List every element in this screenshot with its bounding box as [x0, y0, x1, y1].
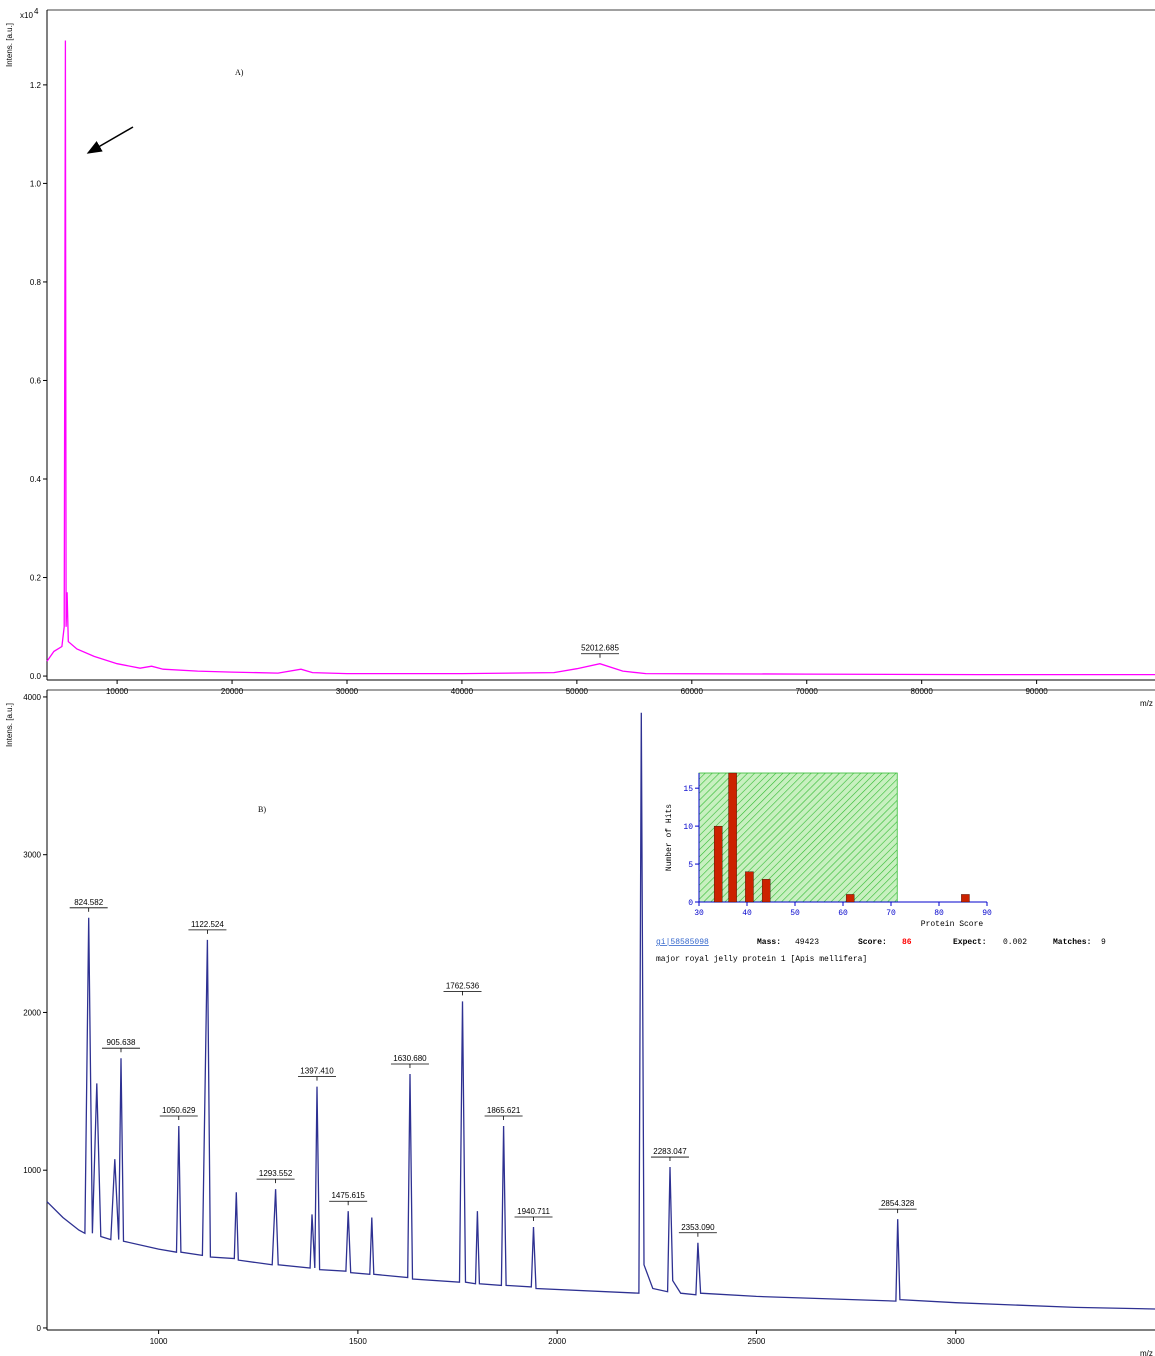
x-tick-label: 3000	[947, 1337, 965, 1346]
x-tick-label: 2000	[548, 1337, 566, 1346]
hit-value: 49423	[795, 938, 819, 947]
y-tick-label: 15	[683, 785, 693, 794]
y-axis-label: Number of Hits	[665, 804, 674, 871]
peak-label: 1122.524	[191, 920, 224, 929]
bar	[961, 894, 970, 903]
y-tick-label: 4000	[23, 693, 41, 702]
bar	[745, 871, 754, 903]
peak-label: 1865.621	[487, 1106, 521, 1115]
y-tick-label: 0	[37, 1324, 42, 1333]
x-axis-label: m/z	[1140, 699, 1153, 708]
x-tick-label: 90	[982, 909, 992, 918]
hit-key: Expect:	[953, 938, 987, 947]
y-tick-label: 2000	[23, 1008, 41, 1017]
peak-label: 1397.410	[300, 1067, 334, 1076]
x-tick-label: 70000	[796, 687, 819, 696]
peak-label: 905.638	[107, 1038, 136, 1047]
hit-description: major royal jelly protein 1 [Apis mellif…	[656, 955, 867, 964]
y-axis-label: Intens. [a.u.]	[5, 23, 14, 67]
bar	[761, 879, 771, 903]
x-tick-label: 80000	[911, 687, 934, 696]
spectrum-line	[46, 40, 1155, 676]
x-tick-label: 30	[694, 909, 704, 918]
peak-label: 52012.685	[581, 644, 619, 653]
x-tick-label: 40	[742, 909, 752, 918]
x-tick-label: 80	[934, 909, 944, 918]
y-tick-label: 0.4	[30, 475, 42, 484]
x-tick-label: 40000	[451, 687, 474, 696]
x-axis-label: Protein Score	[921, 920, 984, 929]
peak-label: 1050.629	[162, 1106, 196, 1115]
y-tick-label: 0	[688, 899, 693, 908]
x-tick-label: 30000	[336, 687, 359, 696]
hit-value: 9	[1101, 938, 1106, 947]
peak-label: 2283.047	[653, 1147, 687, 1156]
y-tick-label: 0.2	[30, 574, 42, 583]
hit-value: 86	[902, 938, 912, 947]
peak-label: 824.582	[74, 898, 103, 907]
x-tick-label: 1000	[150, 1337, 168, 1346]
x-tick-label: 70	[886, 909, 896, 918]
x-tick-label: 50	[790, 909, 800, 918]
peak-label: 1940.711	[517, 1207, 550, 1216]
hit-key: Matches:	[1053, 938, 1091, 947]
x-tick-label: 60000	[681, 687, 704, 696]
y-tick-label: 5	[688, 861, 693, 870]
hit-key: Score:	[858, 938, 887, 947]
peak-label: 1293.552	[259, 1169, 293, 1178]
spectrum-line	[46, 712, 1155, 1310]
x-tick-label: 2500	[748, 1337, 766, 1346]
y-tick-label: 0.0	[30, 672, 42, 681]
y-scale-exp: 4	[34, 7, 39, 16]
peak-label: 2854.328	[881, 1199, 915, 1208]
peak-label: 1630.680	[393, 1054, 427, 1063]
y-tick-label: 1000	[23, 1166, 41, 1175]
hit-value: 0.002	[1003, 938, 1027, 947]
hit-accession[interactable]: gi|58585098	[656, 938, 709, 947]
y-tick-label: 0.8	[30, 278, 42, 287]
bar	[728, 772, 737, 903]
y-tick-label: 0.6	[30, 376, 42, 385]
y-axis-label: Intens. [a.u.]	[5, 703, 14, 747]
x-tick-label: 1500	[349, 1337, 367, 1346]
x-tick-label: 10000	[106, 687, 129, 696]
x-tick-label: 90000	[1025, 687, 1048, 696]
x-tick-label: 20000	[221, 687, 244, 696]
hit-key: Mass:	[757, 938, 781, 947]
y-tick-label: 3000	[23, 851, 41, 860]
arrow	[86, 126, 134, 154]
x-tick-label: 60	[838, 909, 848, 918]
y-scale-label: x10	[20, 11, 33, 20]
spectrum: 0.0 0.2 0.4 0.6 0.8 1.0 1.2 10000 20000 30000 4000…	[5, 7, 1155, 708]
x-tick-label: 50000	[566, 687, 589, 696]
bar	[845, 894, 855, 903]
x-axis-label: m/z	[1140, 1349, 1153, 1356]
peak-label: 2353.090	[681, 1223, 715, 1232]
inset-chart: 0 5 10 15 30 40 50 60 70 80 90 Number of Hits Protei…	[656, 772, 1106, 964]
y-tick-label: 1.0	[30, 179, 42, 188]
panel-label: B)	[258, 805, 266, 814]
spectrum: 0 1000 2000 3000 4000 1000 1500 2000 2500 3000 Int…	[5, 689, 1155, 1356]
panel-label: A)	[235, 68, 244, 77]
peak-label: 1762.536	[446, 981, 480, 990]
bar	[713, 825, 723, 903]
peak-label: 1475.615	[331, 1191, 365, 1200]
y-tick-label: 10	[683, 823, 693, 832]
y-tick-label: 1.2	[30, 81, 42, 90]
